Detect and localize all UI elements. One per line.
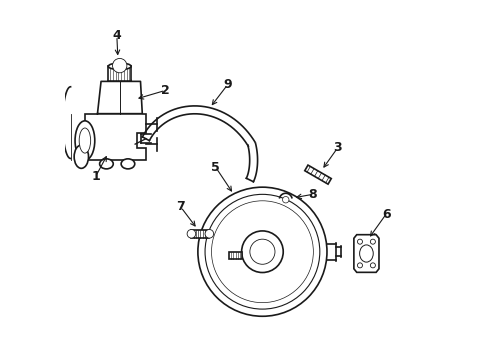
Polygon shape [108,66,131,81]
Text: 8: 8 [308,188,316,201]
Ellipse shape [74,145,88,168]
Circle shape [204,194,319,309]
Circle shape [198,187,326,316]
Text: 7: 7 [176,201,184,213]
Polygon shape [304,165,330,184]
Text: 1: 1 [91,170,100,183]
Ellipse shape [359,245,372,262]
Polygon shape [353,235,378,273]
Polygon shape [228,252,242,258]
Text: 2: 2 [161,84,170,97]
Circle shape [112,58,126,73]
Text: 4: 4 [112,29,121,42]
Circle shape [211,201,313,303]
Circle shape [241,231,283,273]
Ellipse shape [79,128,90,153]
Ellipse shape [75,121,95,160]
Ellipse shape [108,63,131,69]
Circle shape [249,239,274,264]
Text: 3: 3 [333,141,341,154]
Polygon shape [97,81,142,114]
Polygon shape [191,230,209,238]
Circle shape [357,239,362,244]
Circle shape [282,197,288,203]
Circle shape [369,239,375,244]
Ellipse shape [100,159,113,169]
Circle shape [357,263,362,268]
Polygon shape [85,114,145,160]
Text: 5: 5 [211,161,220,174]
Circle shape [187,229,195,238]
Text: 9: 9 [223,78,232,91]
Circle shape [204,229,213,238]
Circle shape [369,263,375,268]
Ellipse shape [121,159,135,169]
Text: 6: 6 [381,208,389,221]
